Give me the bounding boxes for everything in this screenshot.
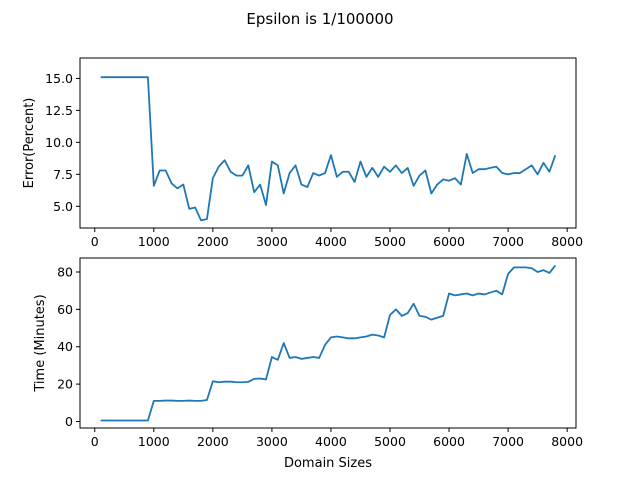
y-tick-label: 40 [57, 339, 73, 354]
time-series-line [100, 264, 557, 422]
y-tick-label: 12.5 [45, 103, 73, 118]
time-plot-area [79, 257, 577, 429]
y-tick-label: 60 [57, 302, 73, 317]
x-tick-label: 4000 [315, 434, 347, 449]
figure-title: Epsilon is 1/100000 [246, 10, 393, 28]
x-tick-label: 2000 [197, 434, 229, 449]
x-tick-label: 7000 [492, 234, 524, 249]
y-tick-label: 20 [57, 377, 73, 392]
time-chart: 0 1000 2000 3000 4000 5000 6000 7000 8000 0 20 40 6… [33, 257, 583, 471]
x-tick-label: 0 [91, 434, 99, 449]
y-tick-label: 80 [57, 265, 73, 280]
x-tick-label: 0 [91, 234, 99, 249]
y-tick-label: 15.0 [45, 71, 73, 86]
x-tick-label: 1000 [138, 434, 170, 449]
error-plot-area [79, 57, 577, 229]
x-tick-label: 8000 [551, 434, 583, 449]
error-y-axis-label: Error(Percent) [22, 98, 37, 189]
y-tick-label: 0 [65, 414, 73, 429]
y-tick-label: 5.0 [53, 199, 73, 214]
error-x-ticks: 0 1000 2000 3000 4000 5000 6000 7000 8000 [91, 228, 583, 249]
x-tick-label: 8000 [551, 234, 583, 249]
time-y-axis-label: Time (Minutes) [33, 294, 48, 392]
error-series-line [100, 76, 557, 222]
error-y-ticks: 5.0 7.5 10.0 12.5 15.0 [45, 71, 80, 214]
time-x-axis-label: Domain Sizes [284, 456, 372, 471]
time-y-ticks: 0 20 40 60 80 [57, 265, 80, 429]
x-tick-label: 1000 [138, 234, 170, 249]
x-tick-label: 2000 [197, 234, 229, 249]
error-chart: 0 1000 2000 3000 4000 5000 6000 7000 8000 5.0 7.5… [22, 57, 583, 249]
x-tick-label: 3000 [256, 434, 288, 449]
time-x-ticks: 0 1000 2000 3000 4000 5000 6000 7000 8000 [91, 428, 583, 449]
x-tick-label: 6000 [433, 234, 465, 249]
x-tick-label: 4000 [315, 234, 347, 249]
x-tick-label: 5000 [374, 434, 406, 449]
x-tick-label: 7000 [492, 434, 524, 449]
x-tick-label: 3000 [256, 234, 288, 249]
x-tick-label: 6000 [433, 434, 465, 449]
y-tick-label: 7.5 [53, 167, 73, 182]
x-tick-label: 5000 [374, 234, 406, 249]
y-tick-label: 10.0 [45, 135, 73, 150]
